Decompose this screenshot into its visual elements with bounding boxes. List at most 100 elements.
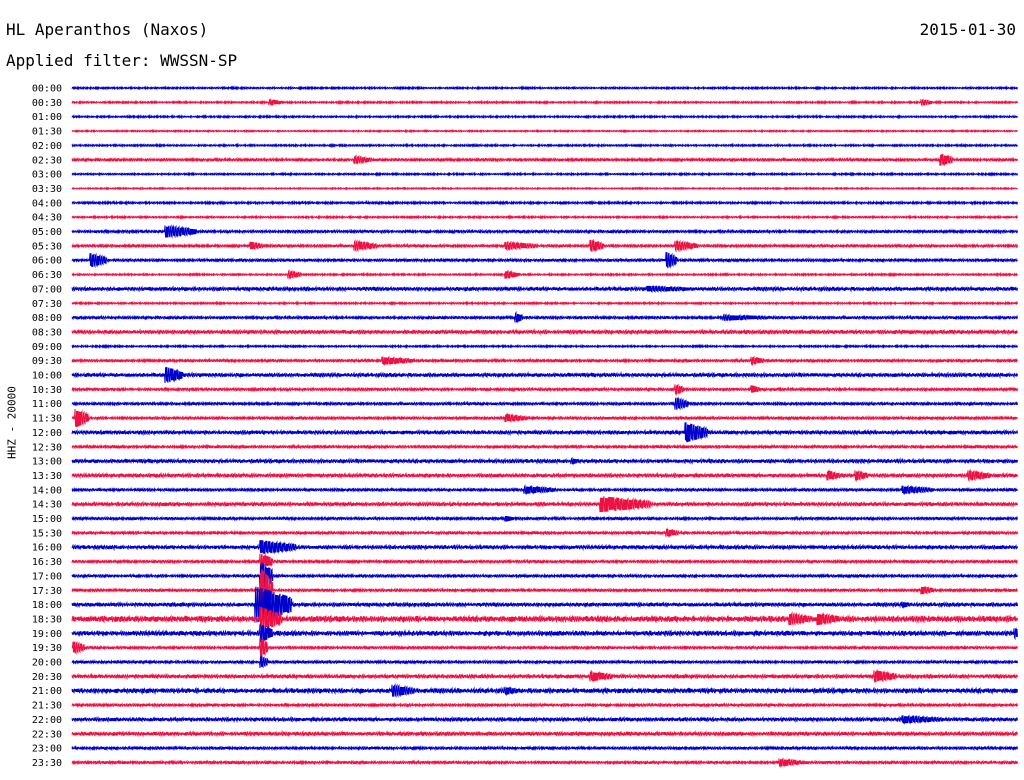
- time-tick-label: 08:30: [32, 327, 62, 338]
- time-tick-label: 20:30: [32, 672, 62, 683]
- trace-line: [71, 637, 1018, 658]
- trace-line: [71, 729, 1018, 738]
- time-tick-label: 04:00: [32, 198, 62, 209]
- trace-line: [71, 268, 1018, 280]
- trace-line: [71, 224, 1018, 239]
- trace-line: [71, 366, 1018, 384]
- trace-line: [71, 310, 1018, 324]
- trace-line: [71, 468, 1018, 483]
- time-tick-label: 20:00: [32, 658, 62, 669]
- time-tick-label: 01:30: [32, 127, 62, 138]
- trace-line: [71, 85, 1018, 91]
- time-tick-label: 03:30: [32, 184, 62, 195]
- time-tick-label: 14:30: [32, 500, 62, 511]
- trace-line: [71, 422, 1018, 443]
- trace-line: [71, 355, 1018, 367]
- time-tick-label: 21:00: [32, 686, 62, 697]
- trace-line: [71, 655, 1018, 669]
- time-tick-label: 18:00: [32, 600, 62, 611]
- trace-line: [71, 98, 1018, 107]
- trace-line: [71, 540, 1018, 555]
- time-tick-label: 16:30: [32, 557, 62, 568]
- time-tick-label: 06:30: [32, 270, 62, 281]
- trace-line: [71, 128, 1018, 134]
- time-tick-label: 15:30: [32, 528, 62, 539]
- trace-line: [71, 624, 1018, 643]
- trace-line: [71, 757, 1018, 769]
- trace-line: [71, 153, 1018, 167]
- trace-line: [71, 300, 1018, 307]
- time-tick-label: 14:00: [32, 485, 62, 496]
- time-tick-label: 01:00: [32, 112, 62, 123]
- trace-line: [71, 683, 1018, 699]
- time-tick-label: 21:30: [32, 701, 62, 712]
- time-tick-label: 19:00: [32, 629, 62, 640]
- trace-line: [71, 562, 1018, 590]
- time-tick-label: 05:30: [32, 241, 62, 252]
- trace-line: [71, 186, 1018, 191]
- trace-line: [71, 171, 1018, 177]
- time-tick-label: 09:30: [32, 356, 62, 367]
- trace-line: [71, 199, 1018, 206]
- time-tick-label: 15:00: [32, 514, 62, 525]
- trace-line: [71, 606, 1018, 631]
- time-tick-label: 00:00: [32, 84, 62, 95]
- trace-line: [71, 409, 1018, 428]
- date-label: 2015-01-30: [919, 20, 1016, 39]
- trace-line: [71, 496, 1018, 513]
- trace-line: [71, 515, 1018, 522]
- time-tick-label: 06:00: [32, 256, 62, 267]
- trace-line: [71, 668, 1018, 683]
- time-tick-label: 07:00: [32, 284, 62, 295]
- trace-line: [71, 383, 1018, 397]
- trace-line: [71, 238, 1018, 253]
- trace-line: [71, 142, 1018, 149]
- trace-line: [71, 569, 1018, 613]
- time-tick-label: 11:30: [32, 414, 62, 425]
- time-tick-label: 00:30: [32, 98, 62, 109]
- trace-line: [71, 252, 1018, 269]
- trace-line: [71, 284, 1018, 293]
- trace-line: [71, 456, 1018, 466]
- time-tick-label: 13:30: [32, 471, 62, 482]
- time-tick-label: 23:30: [32, 758, 62, 769]
- time-tick-label: 11:00: [32, 399, 62, 410]
- trace-line: [71, 527, 1018, 538]
- time-tick-label: 23:00: [32, 744, 62, 755]
- time-tick-label: 07:30: [32, 299, 62, 310]
- time-tick-label: 04:30: [32, 213, 62, 224]
- trace-line: [71, 714, 1018, 725]
- trace-line: [71, 113, 1018, 120]
- trace-line: [71, 701, 1018, 709]
- trace-line: [71, 586, 1018, 623]
- time-tick-label: 02:30: [32, 155, 62, 166]
- trace-line: [71, 553, 1018, 570]
- trace-line: [71, 328, 1018, 336]
- time-tick-label: 19:30: [32, 643, 62, 654]
- trace-line: [71, 214, 1018, 220]
- time-tick-label: 17:30: [32, 586, 62, 597]
- time-tick-label: 17:00: [32, 571, 62, 582]
- time-tick-label: 13:00: [32, 457, 62, 468]
- time-tick-label: 16:00: [32, 543, 62, 554]
- trace-line: [71, 396, 1018, 411]
- time-tick-label: 03:00: [32, 170, 62, 181]
- time-tick-label: 09:00: [32, 342, 62, 353]
- trace-line: [71, 744, 1018, 752]
- time-tick-label: 12:30: [32, 442, 62, 453]
- time-tick-label: 10:30: [32, 385, 62, 396]
- station-title: HL Aperanthos (Naxos): [6, 20, 209, 39]
- trace-line: [71, 484, 1018, 496]
- time-tick-label: 02:00: [32, 141, 62, 152]
- time-tick-label: 08:00: [32, 313, 62, 324]
- time-tick-label: 22:30: [32, 729, 62, 740]
- time-tick-label: 22:00: [32, 715, 62, 726]
- time-tick-label: 18:30: [32, 614, 62, 625]
- filter-label: Applied filter: WWSSN-SP: [6, 51, 238, 70]
- trace-line: [71, 343, 1018, 350]
- time-tick-label: 10:00: [32, 371, 62, 382]
- time-tick-label: 05:00: [32, 227, 62, 238]
- time-tick-label: 12:00: [32, 428, 62, 439]
- trace-line: [71, 443, 1018, 450]
